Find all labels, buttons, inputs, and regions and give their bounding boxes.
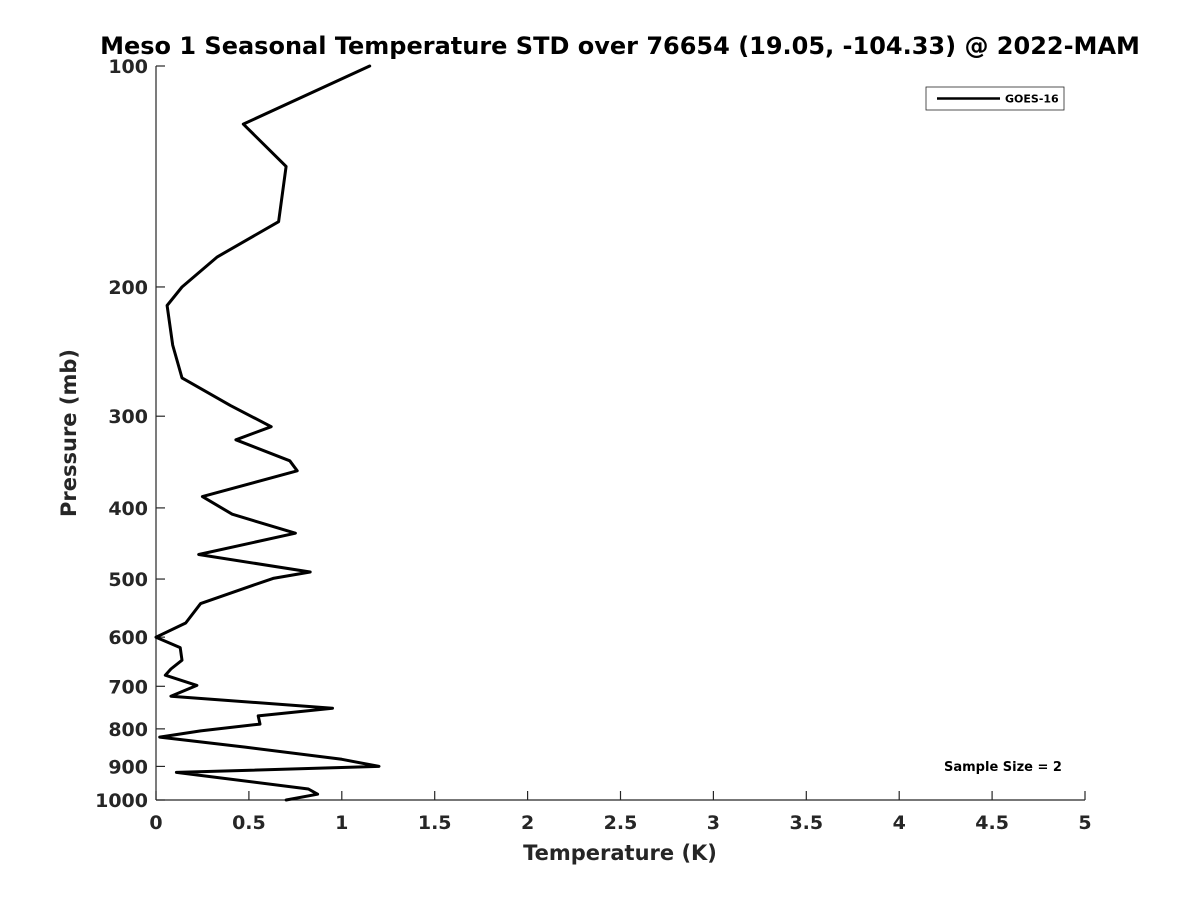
x-tick-label: 4 (893, 812, 906, 834)
y-tick-label: 600 (108, 627, 148, 649)
legend-label-goes-16: GOES-16 (1005, 93, 1059, 106)
y-tick-label: 1000 (95, 790, 148, 812)
chart-title: Meso 1 Seasonal Temperature STD over 766… (100, 32, 1140, 60)
legend: GOES-16 (925, 86, 1065, 111)
y-tick-label: 800 (108, 719, 148, 741)
y-tick-label: 200 (108, 277, 148, 299)
x-tick-label: 2 (521, 812, 534, 834)
x-tick-label: 0 (149, 812, 162, 834)
x-ticks: 0 0.5 1 1.5 2 2.5 3 3.5 4 4.5 5 (149, 791, 1092, 834)
y-axis-label: Pressure (mb) (57, 349, 81, 517)
x-tick-label: 0.5 (232, 812, 266, 834)
x-tick-label: 3.5 (789, 812, 823, 834)
x-tick-label: 1 (335, 812, 348, 834)
y-tick-label: 400 (108, 498, 148, 520)
series-line-goes-16 (154, 64, 381, 802)
y-tick-label: 100 (108, 56, 148, 78)
y-tick-label: 700 (108, 676, 148, 698)
x-tick-label: 5 (1078, 812, 1091, 834)
y-tick-label: 500 (108, 569, 148, 591)
x-tick-label: 2.5 (604, 812, 638, 834)
x-tick-label: 4.5 (975, 812, 1009, 834)
x-axis-label: Temperature (K) (523, 841, 717, 865)
y-tick-label: 300 (108, 406, 148, 428)
sample-size-annotation: Sample Size = 2 (944, 760, 1062, 775)
y-tick-label: 900 (108, 756, 148, 778)
plot-area (154, 64, 381, 802)
x-tick-label: 3 (707, 812, 720, 834)
x-tick-label: 1.5 (418, 812, 452, 834)
y-ticks: 100 200 300 400 500 600 700 800 900 1000 (95, 56, 165, 812)
axes (155, 66, 1085, 801)
